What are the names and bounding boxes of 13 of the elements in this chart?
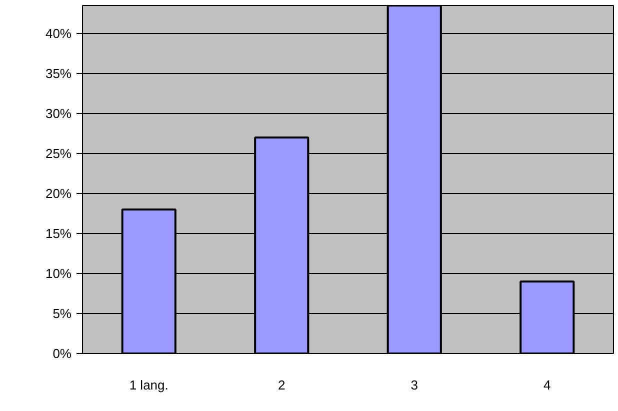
y-tick-label: 35% xyxy=(45,66,72,81)
x-tick-label: 2 xyxy=(278,378,286,392)
x-tick-label: 1 lang. xyxy=(129,378,168,392)
y-tick-label: 10% xyxy=(45,266,72,281)
y-tick-label: 5% xyxy=(52,306,72,321)
x-tick-label: 3 xyxy=(410,378,418,392)
y-tick-label: 0% xyxy=(52,346,72,361)
y-tick-label: 15% xyxy=(45,226,72,241)
y-tick-label: 40% xyxy=(45,26,72,41)
y-tick-label: 30% xyxy=(45,106,72,121)
x-tick-label: 4 xyxy=(544,378,551,392)
y-tick-label: 25% xyxy=(45,146,72,161)
y-tick-label: 20% xyxy=(45,186,72,201)
